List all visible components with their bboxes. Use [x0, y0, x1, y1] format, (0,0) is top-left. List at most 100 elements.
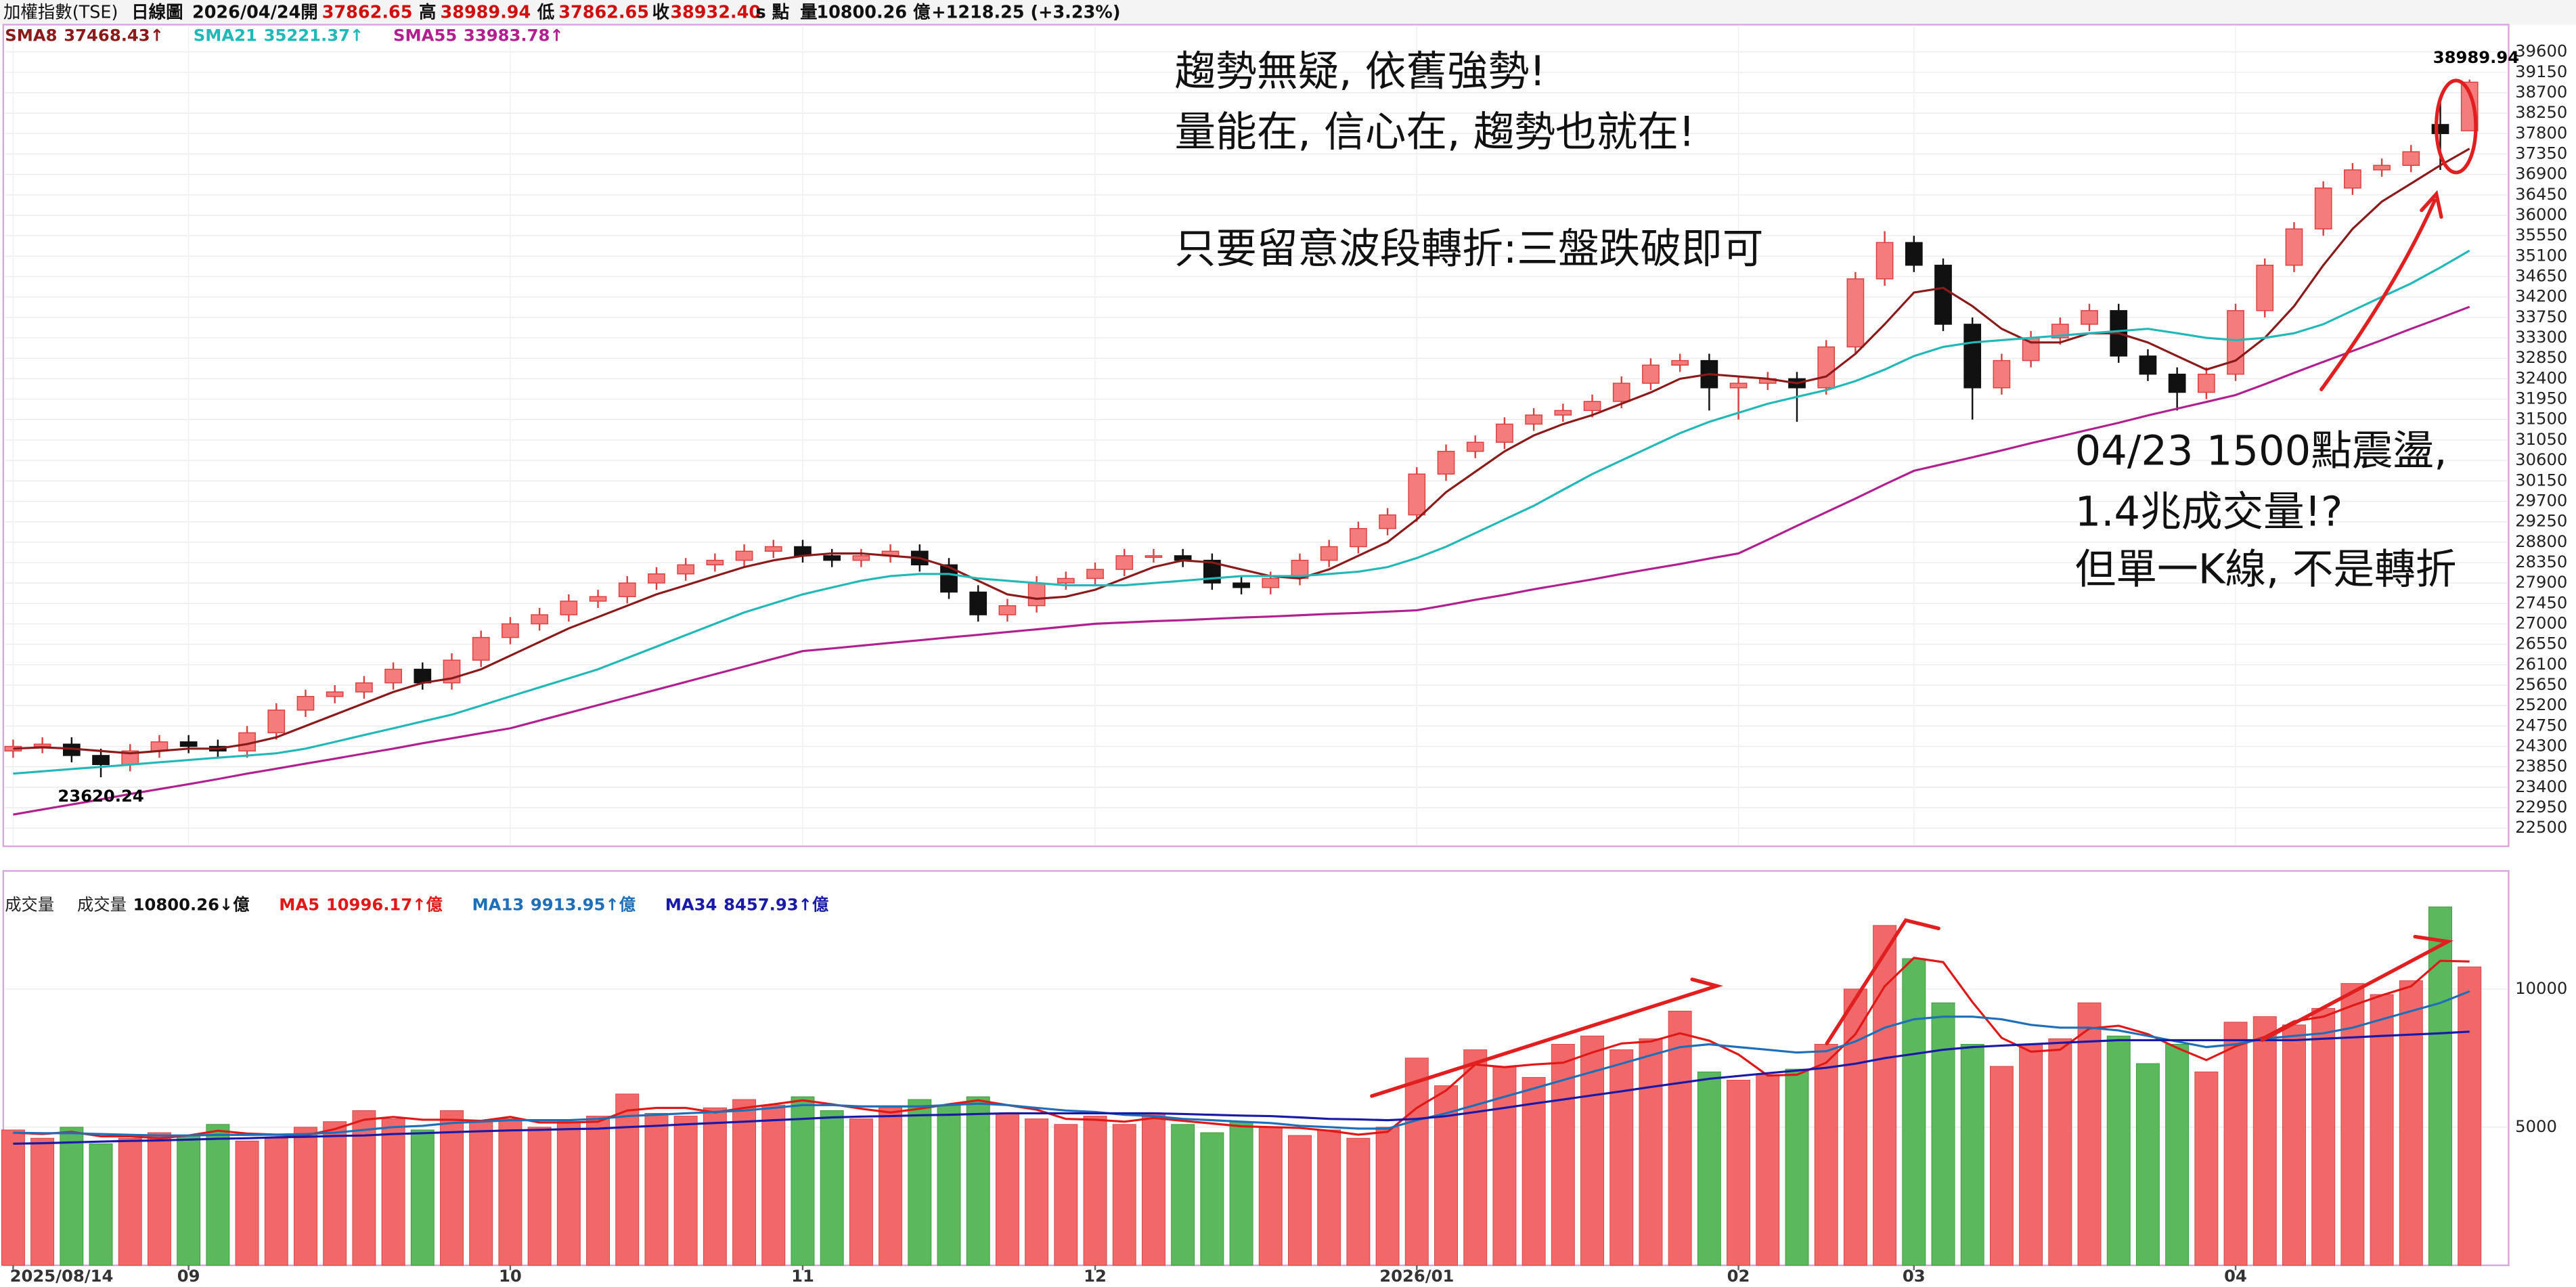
volume-bar: [1200, 1132, 1224, 1266]
candle-body: [1437, 450, 1455, 475]
legend-name: SMA21: [194, 25, 257, 45]
y-tick-label: 35100: [2515, 245, 2567, 265]
price-panel: [2, 24, 2510, 848]
candle-body: [1846, 278, 1865, 348]
volume-bar: [2223, 1022, 2248, 1266]
volume-bar: [2048, 1038, 2072, 1266]
volume-bar: [264, 1137, 288, 1266]
volume-bar: [2194, 1071, 2219, 1266]
y-tick-label: 28350: [2515, 552, 2567, 571]
volume-bar: [1609, 1049, 1634, 1266]
candle-body: [1350, 527, 1367, 548]
volume-bar: [1697, 1071, 1721, 1266]
header-text: 開: [301, 2, 317, 22]
candle-body: [1057, 577, 1075, 584]
frames: [2, 24, 2510, 1267]
volume-bar: [527, 1127, 552, 1266]
volume-bar: [849, 1118, 873, 1266]
candle-body: [1320, 546, 1338, 561]
candle-body: [735, 550, 753, 561]
candle-body: [2314, 188, 2332, 230]
volume-bar: [1054, 1124, 1078, 1266]
volume-bar: [440, 1110, 464, 1266]
header-text: 37862.65: [322, 2, 413, 22]
legend: 成交量 成交量 10800.26↓億 MA5 10996.17↑億 MA13 9913.95…: [5, 894, 828, 914]
header-bar: [0, 0, 2576, 25]
y-tick-label: 32400: [2515, 368, 2567, 387]
volume-bar: [1727, 1080, 1751, 1266]
arrow: [1825, 918, 1940, 1045]
header-text: 加權指數(TSE): [3, 2, 118, 22]
volume-bar: [1025, 1118, 1049, 1266]
candle-body: [852, 555, 870, 561]
candle-body: [706, 559, 724, 566]
y-tick-label: 25200: [2515, 695, 2567, 714]
volume-bar: [2311, 1007, 2336, 1266]
y-tick-label: 23850: [2515, 756, 2567, 776]
candle-body: [267, 710, 286, 734]
y-tick-label: 24300: [2515, 736, 2567, 756]
legend-name: MA34: [665, 894, 717, 914]
volume-bar: [147, 1132, 171, 1266]
y-tick-label: 28800: [2515, 531, 2567, 551]
y-tick-label: 31050: [2515, 429, 2567, 449]
candle-body: [1262, 577, 1280, 588]
volume-bar: [1258, 1127, 1283, 1266]
candle-body: [1027, 582, 1046, 607]
arrow: [2319, 190, 2443, 391]
candle-body: [1963, 324, 1982, 389]
candle-body: [1729, 383, 1748, 389]
legend-value: 35221.37↑: [264, 25, 364, 45]
candle-body: [1612, 383, 1630, 402]
candle-body: [33, 743, 51, 747]
y-tick-label: 35550: [2515, 225, 2567, 244]
candle-body: [92, 755, 110, 766]
volume-bar: [2340, 983, 2365, 1266]
volume-panel: [2, 870, 2510, 1267]
annotation: 但單一K線, 不是轉折: [2075, 546, 2457, 593]
candle-body: [531, 614, 548, 625]
volume-bar: [791, 1096, 815, 1266]
volume-bar: [1463, 1049, 1488, 1266]
y-tick-label: 22950: [2515, 797, 2567, 816]
candle-body: [502, 623, 519, 638]
volume-bar: [556, 1121, 581, 1266]
candle-body: [2081, 310, 2098, 325]
legend-value: 37468.43↑: [64, 25, 164, 45]
y-tick-label: 37350: [2515, 144, 2567, 163]
candle-body: [677, 564, 695, 575]
y-tick-label: 33750: [2515, 307, 2567, 326]
volume-bar: [1229, 1121, 1253, 1266]
volume-bar: [30, 1137, 55, 1266]
volume-bar: [879, 1107, 903, 1266]
legend-value: 9913.95↑億: [531, 894, 636, 914]
volume-bar: [2019, 1043, 2043, 1266]
volume-bar: [1522, 1076, 1546, 1266]
volume-bar: [1989, 1066, 2014, 1266]
y-tick-label: 33300: [2515, 327, 2567, 347]
y-tick-label: 36900: [2515, 164, 2567, 183]
y-tick-label: 29250: [2515, 511, 2567, 531]
legend-value: 10800.26↓億: [133, 894, 250, 914]
candle-body: [1905, 242, 1923, 266]
candle-body: [2197, 373, 2215, 393]
header-text: 低: [537, 2, 555, 22]
annotation: 只要留意波段轉折:三盤跌破即可: [1175, 225, 1764, 273]
volume-bar: [118, 1137, 142, 1266]
hand-drawings: [1370, 79, 2478, 1098]
y-tick-label: 34200: [2515, 286, 2567, 306]
candle-body: [2344, 169, 2361, 189]
candle-body: [1115, 555, 1134, 570]
legend-value: 33983.78↑: [464, 25, 564, 45]
candle-body: [1525, 414, 1542, 425]
candle-body: [2227, 310, 2244, 375]
volume-bar: [644, 1113, 669, 1266]
legend-name: SMA8: [5, 25, 57, 45]
y-tick-label: 22500: [2515, 817, 2567, 837]
header-text: 37862.65: [558, 2, 649, 22]
volume-bar: [1960, 1043, 1984, 1266]
volume-bar: [1639, 1038, 1663, 1266]
volume-bar: [1288, 1135, 1312, 1266]
